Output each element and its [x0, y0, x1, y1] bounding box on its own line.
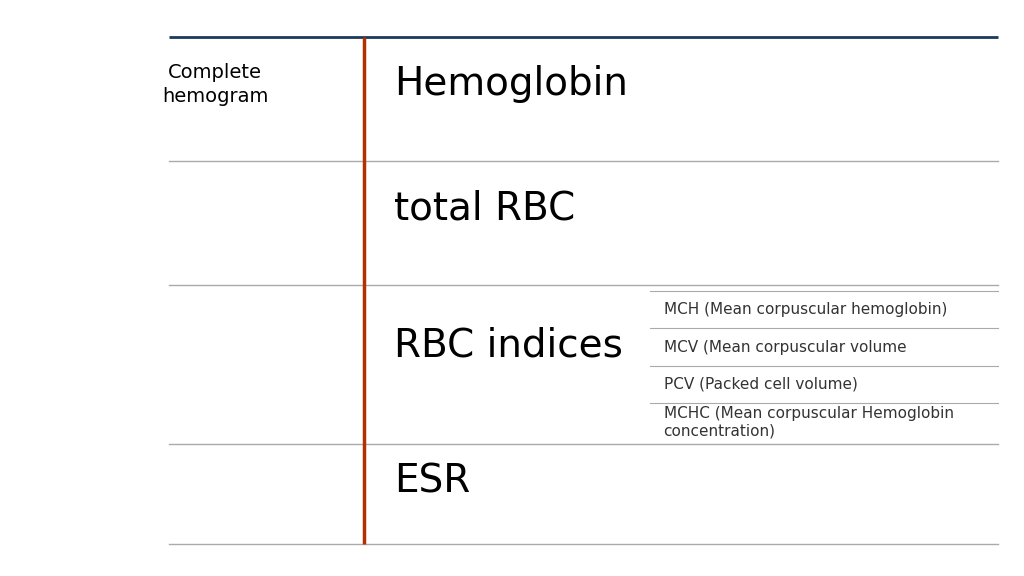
Text: ESR: ESR — [394, 463, 470, 501]
Text: RBC indices: RBC indices — [394, 327, 624, 364]
Text: MCV (Mean corpuscular volume: MCV (Mean corpuscular volume — [664, 339, 906, 355]
Text: Complete
hemogram: Complete hemogram — [162, 63, 268, 106]
Text: PCV (Packed cell volume): PCV (Packed cell volume) — [664, 377, 857, 392]
Text: MCH (Mean corpuscular hemoglobin): MCH (Mean corpuscular hemoglobin) — [664, 302, 947, 317]
Text: Hemoglobin: Hemoglobin — [394, 66, 628, 104]
Text: MCHC (Mean corpuscular Hemoglobin
concentration): MCHC (Mean corpuscular Hemoglobin concen… — [664, 406, 953, 438]
Text: total RBC: total RBC — [394, 190, 575, 228]
